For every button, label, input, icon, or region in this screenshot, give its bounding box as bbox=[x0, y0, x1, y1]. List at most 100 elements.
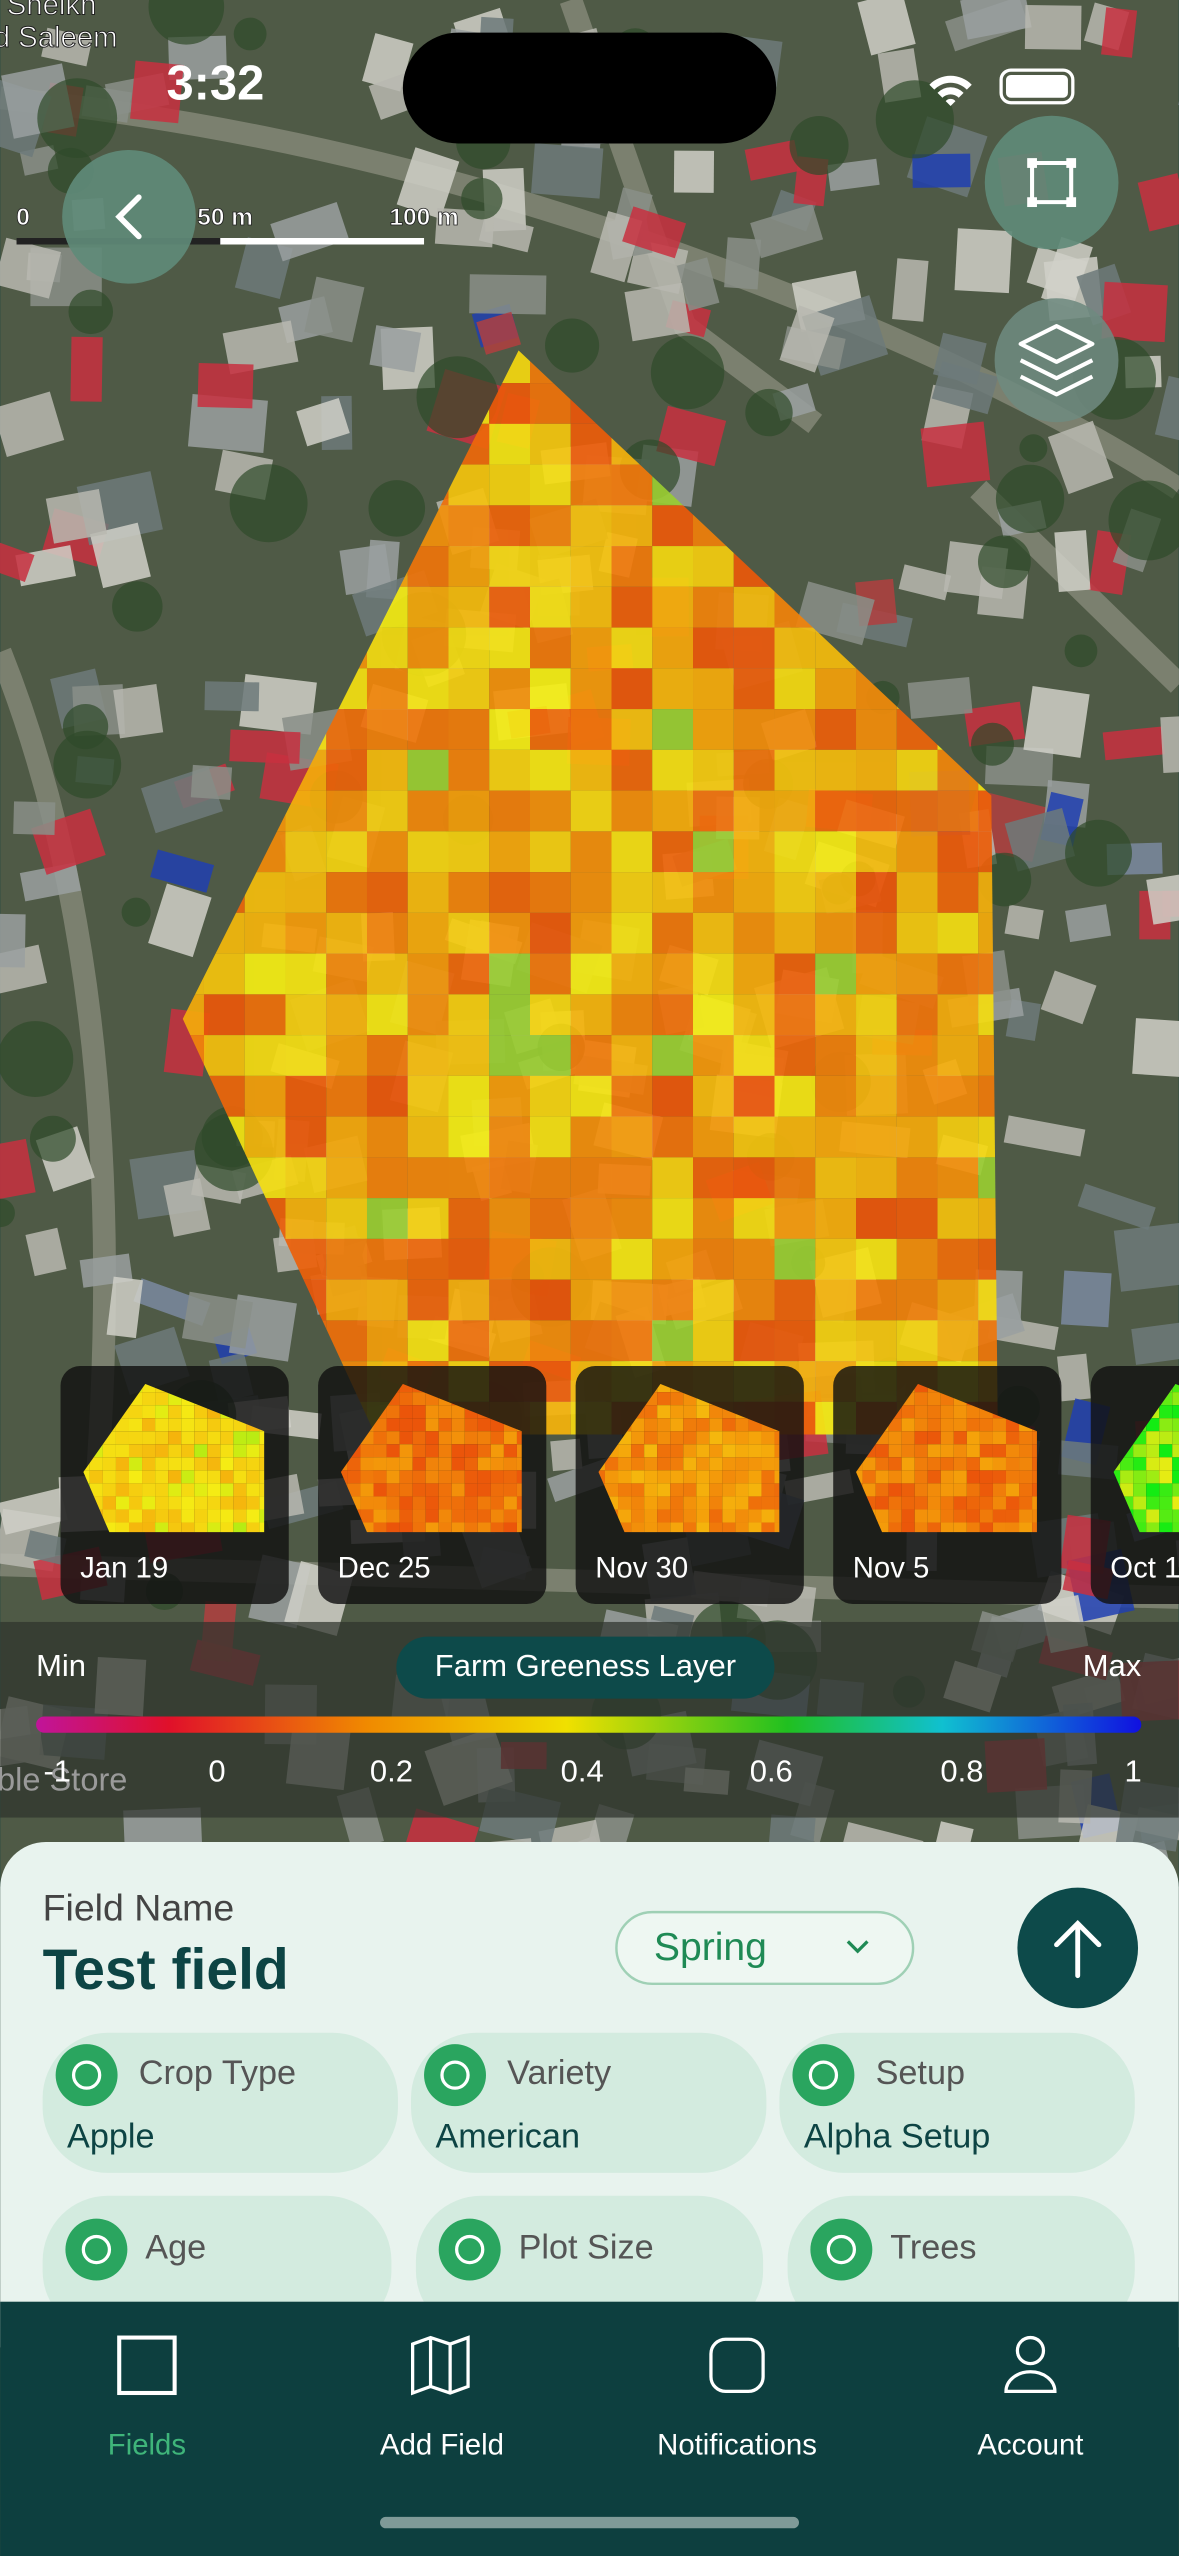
tree bbox=[977, 535, 1031, 589]
thumb-cell bbox=[953, 1509, 967, 1523]
thumb-cell bbox=[774, 1470, 780, 1484]
heat-cell bbox=[366, 1238, 408, 1280]
thumb-cell bbox=[683, 1431, 697, 1445]
thumb-cell bbox=[425, 1431, 439, 1445]
heat-cell bbox=[448, 1157, 490, 1199]
tab-label: Add Field bbox=[380, 2429, 504, 2462]
thumb-cell bbox=[233, 1509, 247, 1523]
thumb-cell bbox=[451, 1496, 465, 1510]
heat-cell bbox=[652, 994, 694, 1036]
building bbox=[622, 206, 687, 259]
heat-cell bbox=[652, 872, 694, 913]
attribute-chip[interactable]: Setup Alpha Setup bbox=[779, 2032, 1135, 2173]
thumb-cell bbox=[696, 1470, 710, 1484]
heat-cell bbox=[978, 1198, 998, 1239]
heat-cell bbox=[815, 1198, 857, 1239]
tab-item[interactable]: Account bbox=[977, 2335, 1083, 2462]
thumb-cell bbox=[128, 1483, 143, 1497]
legend-min: Min bbox=[36, 1648, 86, 1683]
thumb-cell bbox=[360, 1509, 374, 1523]
heat-cell bbox=[448, 872, 490, 913]
draw-field-button[interactable] bbox=[984, 115, 1119, 250]
building bbox=[197, 362, 254, 409]
heat-cell bbox=[774, 872, 816, 913]
heat-cell bbox=[530, 546, 571, 587]
heat-cell bbox=[896, 1035, 938, 1076]
thumb-cell bbox=[761, 1509, 775, 1523]
heat-cell bbox=[530, 953, 571, 995]
attribute-chip[interactable]: Age bbox=[42, 2195, 392, 2336]
thumb-cell bbox=[181, 1522, 195, 1533]
thumb-cell bbox=[914, 1418, 928, 1432]
back-button[interactable] bbox=[62, 149, 196, 284]
heat-cell bbox=[896, 1198, 938, 1239]
thumb-cell bbox=[927, 1392, 941, 1406]
heat-cell bbox=[203, 994, 245, 1036]
layers-button[interactable] bbox=[994, 298, 1119, 423]
thumb-cell bbox=[966, 1457, 980, 1471]
heat-cell bbox=[774, 953, 816, 995]
heat-cell bbox=[489, 1035, 531, 1076]
thumb-cell bbox=[644, 1444, 658, 1458]
thumb-cell bbox=[168, 1405, 182, 1419]
timeline-card[interactable]: Nov 30 bbox=[575, 1366, 804, 1605]
attribute-chip[interactable]: Variety American bbox=[411, 2032, 767, 2173]
heat-cell bbox=[570, 872, 612, 913]
heat-cell bbox=[530, 464, 571, 506]
thumb-cell bbox=[1172, 1509, 1179, 1523]
thumb-cell bbox=[155, 1509, 169, 1523]
thumb-cell bbox=[386, 1483, 400, 1497]
heat-cell bbox=[611, 1320, 653, 1362]
heat-cell bbox=[693, 953, 734, 995]
chip-value: Alpha Setup bbox=[804, 2118, 990, 2156]
heat-cell bbox=[570, 586, 612, 628]
tab-item[interactable]: Add Field bbox=[380, 2335, 504, 2462]
thumb-cell bbox=[1133, 1496, 1147, 1510]
heat-cell bbox=[489, 831, 531, 873]
thumb-cell bbox=[966, 1496, 980, 1510]
attribute-chip[interactable]: Plot Size bbox=[415, 2195, 764, 2336]
heat-cell bbox=[815, 1116, 857, 1158]
building bbox=[857, 0, 916, 56]
thumb-cell bbox=[774, 1496, 780, 1510]
thumb-cell bbox=[1172, 1457, 1179, 1471]
thumb-cell bbox=[477, 1509, 491, 1523]
timeline-card[interactable]: Dec 25 bbox=[318, 1366, 547, 1605]
thumb-cell bbox=[386, 1496, 400, 1510]
chip-label: Variety bbox=[507, 2054, 612, 2092]
thumb-cell bbox=[220, 1522, 234, 1533]
heat-cell bbox=[937, 1279, 979, 1321]
thumb-cell bbox=[412, 1431, 426, 1445]
heat-cell bbox=[285, 831, 327, 873]
heat-cell bbox=[652, 1116, 694, 1158]
building bbox=[150, 849, 215, 893]
thumb-cell bbox=[102, 1457, 116, 1471]
thumb-cell bbox=[696, 1431, 710, 1445]
heat-cell bbox=[366, 831, 408, 873]
attribute-chip[interactable]: Crop Type Apple bbox=[42, 2032, 398, 2173]
tab-item[interactable]: Notifications bbox=[657, 2337, 817, 2462]
thumb-cell bbox=[1146, 1522, 1160, 1533]
thumb-cell bbox=[927, 1496, 941, 1510]
heat-cell bbox=[693, 872, 734, 913]
thumb-cell bbox=[657, 1418, 671, 1432]
season-select[interactable]: Spring bbox=[615, 1910, 915, 1986]
building bbox=[0, 537, 35, 583]
thumb-cell bbox=[115, 1457, 129, 1471]
thumb-cell bbox=[966, 1405, 980, 1419]
heat-cell bbox=[489, 423, 531, 465]
timeline-card[interactable]: Jan 19 bbox=[60, 1366, 289, 1605]
timeline-card[interactable]: Oct 1 bbox=[1090, 1366, 1179, 1605]
timeline-card[interactable]: Nov 5 bbox=[833, 1366, 1062, 1605]
thumb-cell bbox=[1133, 1470, 1147, 1484]
thumb-cell bbox=[194, 1509, 208, 1523]
thumb-cell bbox=[774, 1457, 780, 1471]
tab-item[interactable]: Fields bbox=[108, 2335, 186, 2462]
thumb-cell bbox=[412, 1405, 426, 1419]
heat-cell bbox=[978, 1320, 998, 1362]
heat-cell bbox=[570, 1075, 612, 1117]
expand-button[interactable] bbox=[1017, 1887, 1139, 2009]
thumb-cell bbox=[618, 1457, 632, 1471]
thumb-cell bbox=[604, 1470, 619, 1484]
attribute-chip[interactable]: Trees bbox=[787, 2195, 1135, 2336]
